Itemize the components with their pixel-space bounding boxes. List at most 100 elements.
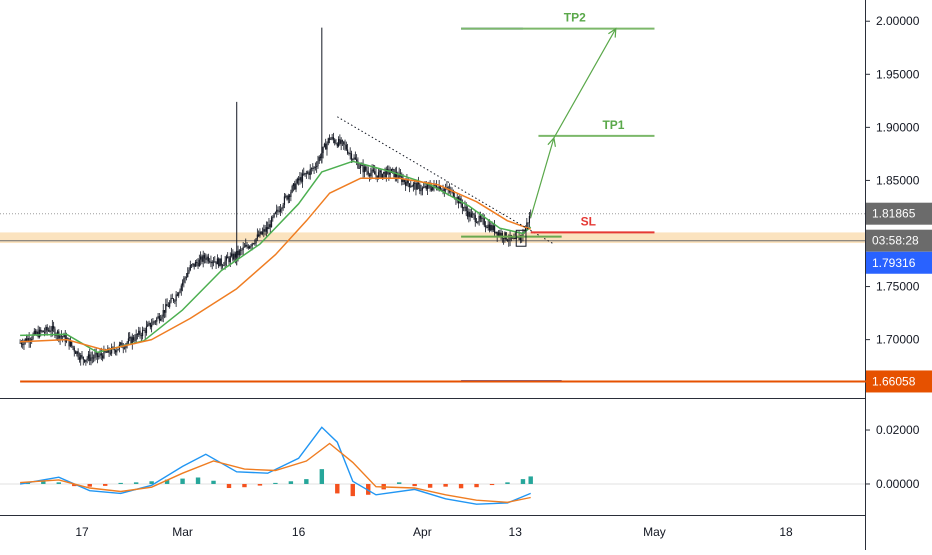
support-zone	[0, 232, 865, 244]
macd-histogram-bar	[133, 482, 139, 484]
candle-body	[426, 184, 429, 190]
candle-body	[185, 276, 188, 278]
candle-body	[380, 170, 382, 178]
candle-body	[22, 344, 24, 346]
time-axis-label: 18	[779, 525, 793, 539]
candle-body	[114, 350, 117, 353]
candle-body	[309, 169, 311, 175]
candle-body	[495, 231, 497, 233]
level-tp1-label: TP1	[602, 118, 624, 132]
candle-body	[214, 261, 216, 263]
candle-body	[209, 261, 211, 263]
candle-body	[184, 277, 186, 279]
candle-body	[192, 263, 194, 265]
candle-body	[376, 175, 378, 179]
candle-body	[172, 298, 175, 301]
candle-body	[408, 183, 411, 187]
macd-axis-label: 0.00000	[876, 477, 920, 491]
candle-body	[117, 348, 119, 351]
candle-body	[272, 216, 274, 218]
candle-body	[140, 335, 142, 337]
candle-body	[126, 342, 128, 345]
candle-body	[290, 192, 292, 198]
countdown-badge: 03:58:28	[872, 234, 919, 248]
candle-body	[53, 325, 55, 329]
candle-body	[473, 213, 475, 216]
candle-body	[343, 141, 345, 145]
candle-body	[34, 330, 37, 334]
candle-body	[259, 231, 261, 237]
macd-histogram-bar	[242, 483, 247, 488]
macd-axis[interactable]: 0.02000 0.00000	[865, 423, 920, 491]
candle-body	[322, 146, 324, 154]
time-axis-label: May	[643, 525, 666, 539]
macd-histogram-bar	[41, 480, 46, 484]
candle-body	[269, 224, 271, 228]
candle-body	[385, 168, 387, 178]
candle-body	[132, 337, 135, 341]
candle-body	[60, 335, 62, 337]
candle-body	[152, 321, 154, 326]
candle-body	[151, 325, 153, 328]
candle-body	[461, 203, 463, 209]
candle-body	[519, 235, 521, 241]
candle-body	[74, 351, 77, 354]
candle-body	[147, 324, 149, 327]
candle-body	[281, 208, 283, 210]
candle-body	[424, 186, 426, 188]
candle-body	[336, 143, 338, 147]
candle-body	[384, 171, 386, 178]
candle-body	[216, 258, 218, 265]
candle-body	[33, 330, 35, 335]
candle-body	[194, 262, 197, 267]
candle-body	[63, 334, 65, 338]
time-axis[interactable]: 17 Mar 16 Apr 13 May 18	[75, 525, 793, 539]
candle-body	[134, 340, 136, 341]
candle-body	[497, 232, 500, 236]
candle-body	[239, 249, 242, 251]
price-badges: 1.81865 03:58:28 1.79316 1.66058	[866, 202, 932, 393]
candle-body	[23, 341, 25, 345]
candle-body	[41, 330, 43, 332]
macd-histogram-bar	[257, 483, 263, 486]
candle-body	[277, 209, 279, 211]
candle-body	[420, 190, 422, 192]
candle-body	[514, 237, 516, 239]
candle-body	[357, 161, 359, 169]
candle-body	[484, 225, 487, 228]
candle-body	[71, 341, 73, 347]
candle-body	[365, 166, 367, 171]
candle-body	[129, 337, 131, 339]
candle-body	[252, 243, 255, 245]
candle-body	[167, 306, 169, 307]
current-price-badge: 1.79316	[872, 256, 916, 270]
candle-body	[183, 278, 185, 283]
candle-body	[94, 354, 96, 358]
candle-body	[36, 331, 38, 334]
candle-body	[452, 190, 454, 197]
candle-body	[67, 338, 69, 340]
candle-body	[479, 215, 482, 219]
candle-body	[490, 225, 492, 231]
candle-body	[416, 182, 418, 190]
candle-body	[358, 167, 360, 169]
price-axis-label: 1.95000	[876, 67, 920, 81]
candle-body	[513, 237, 515, 239]
candle-body	[429, 185, 431, 189]
candle-body	[438, 186, 440, 190]
candle-body	[170, 298, 172, 303]
candle-body	[20, 342, 22, 345]
candle-body	[307, 172, 309, 174]
candle-body	[439, 186, 442, 191]
candle-body	[241, 249, 243, 251]
candle-body	[456, 197, 458, 201]
candle-body	[93, 357, 95, 359]
candle-body	[402, 179, 404, 183]
candle-body	[234, 253, 237, 258]
candle-body	[54, 328, 56, 336]
countdown-badge-bg	[866, 229, 932, 252]
price-axis[interactable]: 2.00000 1.95000 1.90000 1.85000 1.75000 1.700…	[865, 14, 920, 347]
candle-body	[270, 217, 273, 228]
